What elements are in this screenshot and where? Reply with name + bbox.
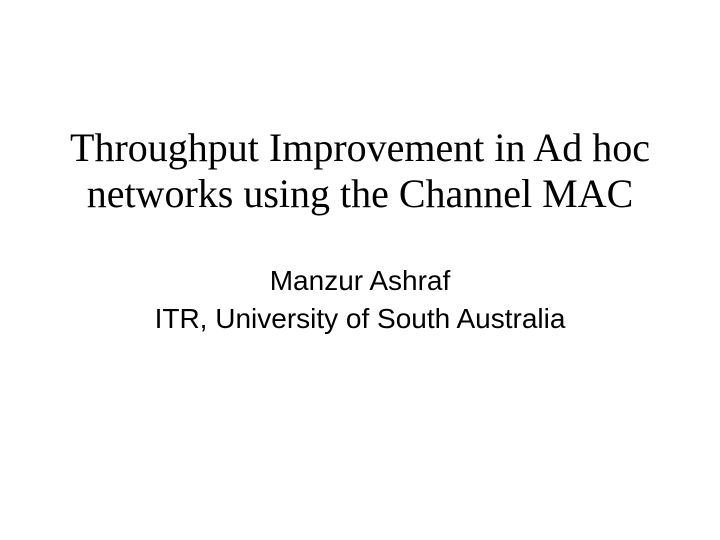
slide-author: Manzur Ashraf — [270, 265, 451, 297]
slide-title: Throughput Improvement in Ad hoc network… — [40, 125, 680, 217]
slide-container: Throughput Improvement in Ad hoc network… — [0, 0, 720, 540]
slide-affiliation: ITR, University of South Australia — [155, 303, 566, 335]
